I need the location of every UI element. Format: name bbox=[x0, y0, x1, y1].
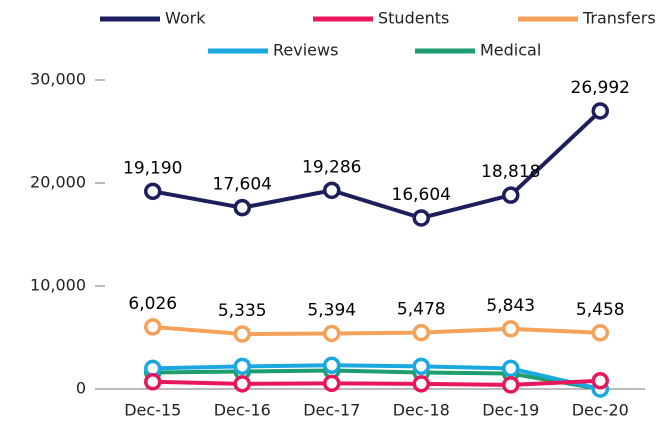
data-point bbox=[502, 186, 520, 204]
legend-label: Medical bbox=[480, 41, 541, 60]
data-point bbox=[233, 357, 251, 376]
data-point bbox=[144, 373, 162, 391]
data-point bbox=[323, 374, 341, 393]
data-point bbox=[233, 325, 251, 343]
x-tick-label: Dec-15 bbox=[124, 401, 181, 420]
y-tick-label: 0 bbox=[76, 379, 86, 398]
data-point bbox=[233, 198, 251, 217]
data-point bbox=[502, 320, 520, 338]
data-label: 26,992 bbox=[571, 78, 630, 98]
data-label: 19,286 bbox=[302, 157, 361, 177]
data-label: 16,604 bbox=[392, 185, 451, 205]
y-tick-label: 30,000 bbox=[30, 70, 86, 89]
data-label: 19,190 bbox=[123, 158, 182, 178]
y-tick-label: 10,000 bbox=[30, 276, 86, 295]
data-point bbox=[323, 324, 341, 343]
x-tick-label: Dec-18 bbox=[393, 401, 450, 420]
data-label: 5,843 bbox=[486, 296, 535, 316]
x-tick-label: Dec-19 bbox=[482, 401, 539, 420]
data-point bbox=[412, 323, 430, 342]
data-point bbox=[412, 375, 430, 393]
data-point bbox=[412, 209, 430, 227]
series-line bbox=[152, 368, 601, 391]
data-label: 5,458 bbox=[576, 300, 625, 320]
data-label: 17,604 bbox=[213, 175, 272, 195]
data-label: 5,335 bbox=[218, 301, 267, 321]
x-tick-label: Dec-17 bbox=[303, 401, 360, 420]
data-point bbox=[502, 376, 520, 394]
data-point bbox=[502, 359, 520, 378]
data-label: 18,818 bbox=[481, 162, 540, 182]
series-line bbox=[152, 363, 601, 391]
data-label: 5,394 bbox=[307, 300, 356, 320]
legend-label: Reviews bbox=[273, 41, 338, 60]
y-tick-label: 20,000 bbox=[30, 173, 86, 192]
series-line bbox=[152, 109, 602, 220]
data-label: 5,478 bbox=[397, 300, 446, 320]
data-point bbox=[144, 318, 162, 336]
data-point bbox=[412, 357, 430, 376]
data-point bbox=[323, 181, 341, 200]
legend-label: Students bbox=[378, 9, 449, 28]
legend-label: Transfers bbox=[582, 9, 656, 28]
series-line bbox=[152, 378, 601, 387]
series-line bbox=[152, 324, 601, 337]
data-point bbox=[144, 182, 162, 201]
data-label: 6,026 bbox=[128, 294, 177, 314]
legend-label: Work bbox=[165, 9, 206, 28]
data-point bbox=[233, 375, 251, 393]
data-point bbox=[323, 356, 341, 375]
data-point bbox=[591, 102, 609, 120]
x-tick-label: Dec-16 bbox=[214, 401, 271, 420]
x-tick-label: Dec-20 bbox=[572, 401, 629, 420]
data-point bbox=[591, 372, 609, 390]
data-point bbox=[591, 324, 609, 342]
